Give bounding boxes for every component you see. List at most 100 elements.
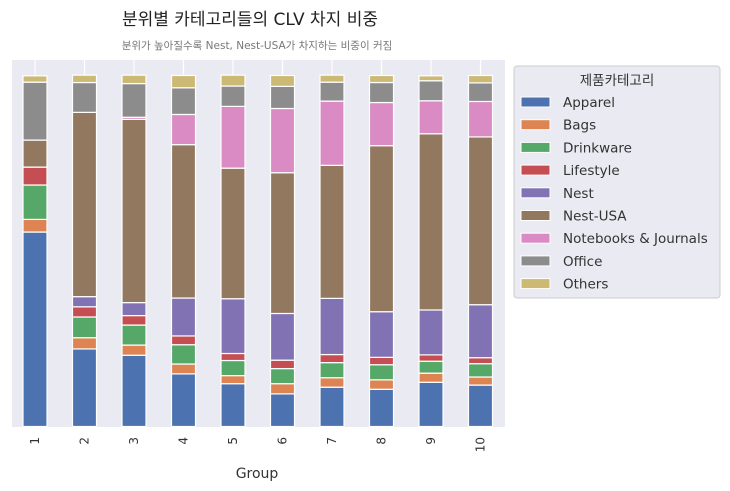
bar-segment-nest-group-8 bbox=[368, 311, 395, 358]
legend-item-label: Drinkware bbox=[563, 140, 632, 156]
bar-segment-nest-group-6 bbox=[269, 312, 296, 361]
bar-segment-others-group-2 bbox=[71, 74, 98, 84]
bar-segment-apparel-group-7 bbox=[319, 386, 345, 428]
bar-segment-drinkware-group-4 bbox=[170, 344, 197, 365]
chart-subtitle: 분위가 높아질수록 Nest, Nest-USA가 차지하는 비중이 커짐 bbox=[122, 39, 393, 52]
bar-segment-nest-usa-group-4 bbox=[170, 144, 197, 299]
legend-item-label: Bags bbox=[563, 118, 596, 134]
bar-segment-nest-usa-group-8 bbox=[368, 145, 395, 313]
legend-item-label: Nest-USA bbox=[563, 209, 627, 225]
bar-segment-nest-usa-group-10 bbox=[467, 136, 494, 306]
x-tick-label: 9 bbox=[424, 437, 438, 445]
bar-segment-nest-group-2 bbox=[71, 296, 98, 308]
bar-segment-apparel-group-9 bbox=[418, 381, 444, 428]
legend: 제품카테고리 Apparel Bags Drinkware Lifestyle Nest… bbox=[513, 65, 721, 299]
bar-segment-notebooks-journals-group-10 bbox=[467, 100, 494, 138]
bar-segment-bags-group-5 bbox=[220, 375, 246, 385]
bar-segment-others-group-10 bbox=[467, 74, 494, 84]
bar-segment-drinkware-group-9 bbox=[418, 360, 444, 374]
bar-segment-office-group-6 bbox=[269, 85, 296, 110]
x-tick-label: 4 bbox=[177, 437, 191, 445]
bar-segment-nest-group-7 bbox=[319, 297, 345, 356]
bar-segment-nest-usa-group-6 bbox=[269, 172, 296, 315]
bar-segment-lifestyle-group-8 bbox=[368, 356, 395, 366]
bar-segment-others-group-1 bbox=[22, 75, 48, 83]
bar-segment-office-group-5 bbox=[220, 85, 246, 107]
legend-box bbox=[513, 65, 721, 299]
bar-segment-nest-usa-group-5 bbox=[220, 167, 246, 300]
legend-item-label: Nest bbox=[563, 186, 594, 202]
bar-segment-office-group-2 bbox=[71, 81, 98, 113]
bar-segment-bags-group-4 bbox=[170, 363, 197, 375]
bar-segment-drinkware-group-10 bbox=[467, 363, 494, 378]
bar-segment-others-group-4 bbox=[170, 74, 197, 89]
x-tick-label: 6 bbox=[276, 437, 290, 445]
legend-swatch bbox=[520, 278, 551, 290]
bar-segment-bags-group-7 bbox=[319, 377, 345, 388]
legend-swatch bbox=[520, 255, 551, 267]
legend-swatch bbox=[520, 210, 551, 221]
bar-segment-bags-group-9 bbox=[418, 372, 444, 383]
bar-segment-notebooks-journals-group-7 bbox=[319, 100, 345, 166]
bar-segment-apparel-group-4 bbox=[170, 373, 197, 428]
x-tick-label: 1 bbox=[28, 437, 42, 445]
bar-segment-others-group-5 bbox=[220, 74, 246, 87]
x-tick-label: 3 bbox=[127, 437, 141, 445]
bar-segment-office-group-7 bbox=[319, 81, 345, 102]
bar-segment-apparel-group-2 bbox=[71, 348, 98, 428]
bar-segment-bags-group-10 bbox=[467, 376, 494, 386]
bar-segment-others-group-9 bbox=[418, 75, 444, 82]
bar-segment-notebooks-journals-group-9 bbox=[418, 100, 444, 135]
bar-segment-apparel-group-6 bbox=[269, 393, 296, 428]
x-tick-label: 8 bbox=[375, 437, 389, 445]
legend-item-label: Office bbox=[563, 254, 602, 270]
bar-segment-notebooks-journals-group-6 bbox=[269, 107, 296, 174]
bar-segment-others-group-3 bbox=[121, 74, 147, 85]
legend-item-label: Others bbox=[563, 277, 608, 293]
bar-segment-nest-usa-group-1 bbox=[22, 139, 48, 168]
bar-segment-office-group-3 bbox=[121, 82, 147, 118]
bar-segment-lifestyle-group-5 bbox=[220, 352, 246, 362]
x-tick-label: 7 bbox=[325, 437, 339, 445]
legend-swatch bbox=[520, 119, 551, 131]
bar-segment-bags-group-6 bbox=[269, 383, 296, 395]
bar-segment-apparel-group-8 bbox=[368, 388, 395, 428]
bar-segment-nest-usa-group-7 bbox=[319, 164, 345, 299]
bar-segment-nest-group-9 bbox=[418, 309, 444, 356]
x-tick-label: 2 bbox=[78, 437, 92, 445]
bar-segment-lifestyle-group-7 bbox=[319, 353, 345, 364]
bar-segment-others-group-6 bbox=[269, 74, 296, 87]
legend-item-label: Apparel bbox=[563, 95, 615, 111]
bar-segment-apparel-group-5 bbox=[220, 383, 246, 428]
legend-title: 제품카테고리 bbox=[580, 73, 655, 89]
legend-swatch bbox=[520, 96, 551, 108]
legend-item-label: Lifestyle bbox=[563, 163, 620, 179]
bar-segment-lifestyle-group-1 bbox=[22, 166, 48, 186]
bar-segment-bags-group-2 bbox=[71, 337, 98, 350]
bar-segment-lifestyle-group-6 bbox=[269, 359, 296, 370]
bar-segment-notebooks-journals-group-5 bbox=[220, 105, 246, 169]
bar-segment-nest-group-4 bbox=[170, 297, 197, 337]
bar-segment-drinkware-group-7 bbox=[319, 362, 345, 379]
bar-segment-others-group-8 bbox=[368, 74, 395, 84]
bar-segment-drinkware-group-1 bbox=[22, 184, 48, 221]
bar-segment-drinkware-group-6 bbox=[269, 367, 296, 385]
bar-segment-nest-group-10 bbox=[467, 304, 494, 359]
bar-segment-bags-group-1 bbox=[22, 218, 48, 233]
bar-segment-nest-usa-group-2 bbox=[71, 111, 98, 298]
bar-segment-nest-usa-group-9 bbox=[418, 133, 444, 311]
bar-segment-drinkware-group-3 bbox=[121, 324, 147, 346]
bar-segment-bags-group-3 bbox=[121, 344, 147, 356]
bar-segment-lifestyle-group-2 bbox=[71, 306, 98, 318]
bar-segment-apparel-group-3 bbox=[121, 354, 147, 428]
bar-segment-office-group-8 bbox=[368, 81, 395, 104]
x-tick-label: 5 bbox=[226, 437, 240, 445]
bar-segment-drinkware-group-8 bbox=[368, 364, 395, 381]
bar-segment-nest-group-3 bbox=[121, 301, 147, 317]
bar-segment-others-group-7 bbox=[319, 74, 345, 83]
bar-segment-notebooks-journals-group-4 bbox=[170, 113, 197, 146]
legend-item-label: Notebooks & Journals bbox=[563, 231, 708, 247]
bar-segment-bags-group-8 bbox=[368, 379, 395, 390]
